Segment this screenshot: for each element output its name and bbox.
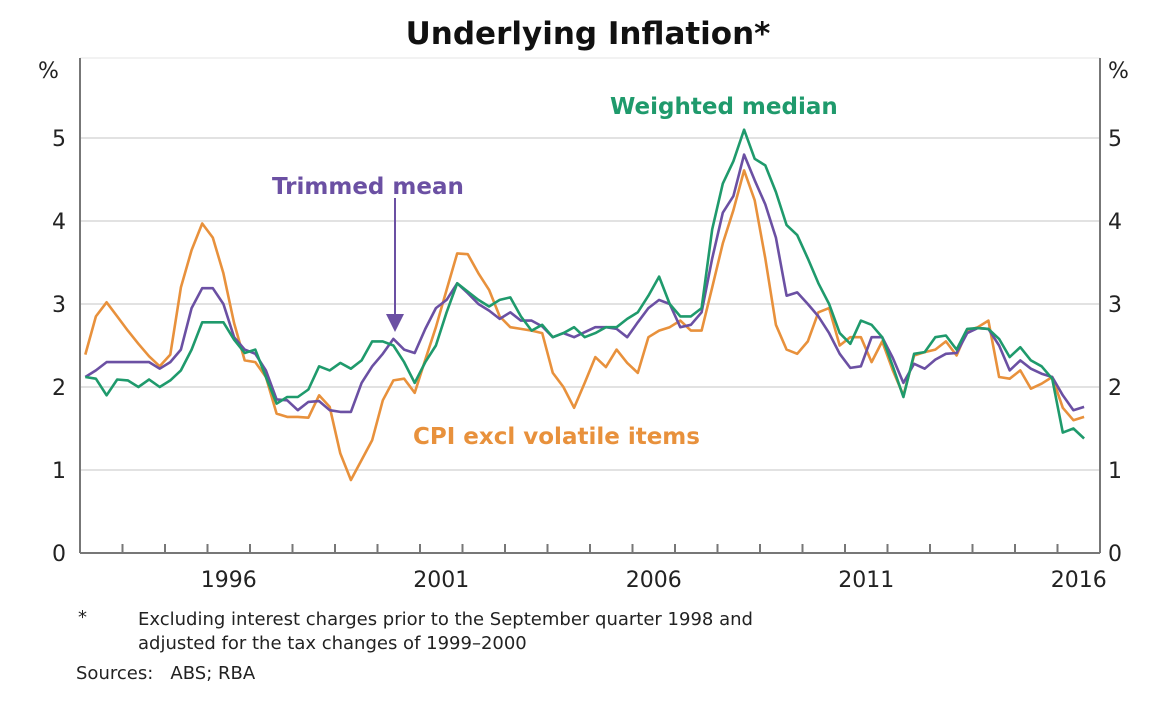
y-tick-label-left: 1	[52, 459, 66, 484]
footnote: * Excluding interest charges prior to th…	[78, 607, 753, 656]
sources-note: Sources: ABS; RBA	[76, 663, 256, 684]
y-tick-labels: 0 0 1 1 2 2 3 3 4 4 5 5	[52, 127, 1122, 567]
x-tick-label: 2016	[1051, 568, 1107, 593]
y-tick-label-right: 4	[1108, 210, 1122, 235]
y-tick-label-right: 2	[1108, 376, 1122, 401]
gridlines	[80, 137, 1100, 471]
footnote-line-1: Excluding interest charges prior to the …	[138, 609, 753, 630]
series-label-weighted-median: Weighted median	[610, 94, 838, 120]
y-axis-unit-right: %	[1108, 59, 1129, 84]
x-tick-label: 2011	[838, 568, 894, 593]
chart-title: Underlying Inflation*	[406, 16, 771, 52]
y-tick-label-right: 5	[1108, 127, 1122, 152]
y-tick-label-left: 2	[52, 376, 66, 401]
x-tick-label: 1996	[201, 568, 257, 593]
series-line-trimmed-mean	[84, 153, 1085, 414]
y-tick-label-left: 5	[52, 127, 66, 152]
y-tick-label-left: 4	[52, 210, 66, 235]
series-label-cpi-excl-volatile: CPI excl volatile items	[413, 424, 700, 450]
footnote-marker: *	[78, 607, 87, 628]
plot-frame	[79, 57, 1101, 554]
series-lines	[84, 128, 1085, 482]
x-tick-label: 2006	[626, 568, 682, 593]
y-tick-label-right: 1	[1108, 459, 1122, 484]
x-tick-label: 2001	[413, 568, 469, 593]
series-label-trimmed-mean: Trimmed mean	[272, 174, 464, 200]
series-line-weighted-median	[85, 128, 1085, 440]
y-tick-label-left: 3	[52, 293, 66, 318]
y-tick-label-right: 0	[1108, 542, 1122, 567]
x-tick-labels: 1996 2001 2006 2011 2016	[201, 568, 1107, 593]
y-tick-label-left: 0	[52, 542, 66, 567]
y-axis-unit-left: %	[38, 59, 59, 84]
trimmed-mean-arrow	[386, 198, 404, 332]
footnote-line-2: adjusted for the tax changes of 1999–200…	[138, 633, 527, 654]
y-tick-label-right: 3	[1108, 293, 1122, 318]
